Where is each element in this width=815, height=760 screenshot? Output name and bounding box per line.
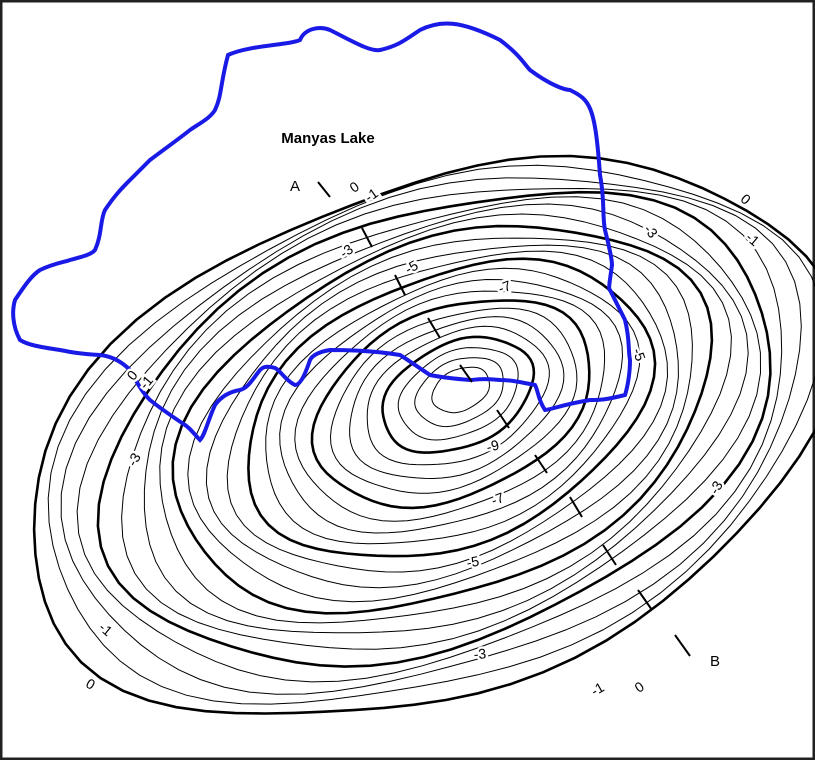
contour-label: -3 (473, 645, 487, 662)
frame (1, 1, 814, 759)
map: Manyas Lake A B 0-1-3-5-70-1-3-9-7-5-3-1… (0, 0, 815, 760)
profile-label: A (290, 178, 300, 195)
profile-label: B (710, 653, 720, 670)
lake-title: Manyas Lake (281, 130, 374, 147)
